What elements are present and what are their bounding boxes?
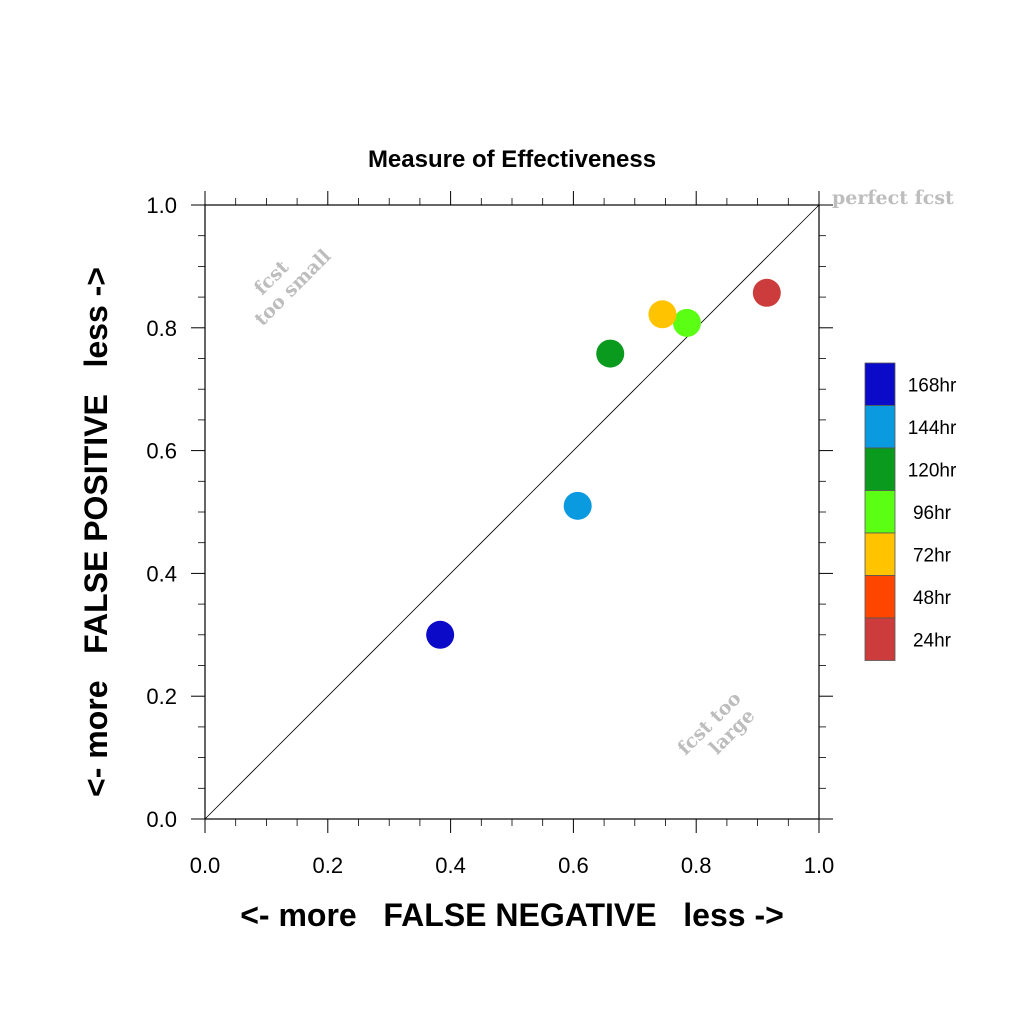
x-tick-label: 0.8 (681, 853, 712, 878)
legend-label-144hr: 144hr (908, 418, 957, 439)
y-tick-label: 0.2 (146, 684, 177, 709)
axis-ticks (191, 191, 833, 833)
legend-swatch-24hr (864, 617, 896, 661)
y-tick-label: 0.4 (146, 561, 177, 586)
y-axis-label: <- more FALSE POSITIVE less -> (78, 267, 114, 797)
y-tick-label: 0.6 (146, 439, 177, 464)
legend-label-24hr: 24hr (913, 630, 952, 651)
y-tick-label: 1.0 (146, 193, 177, 218)
data-point-120hr (596, 339, 625, 368)
y-tick-label: 0.0 (146, 807, 177, 832)
axis-tick-labels: 0.0 0.0 0.2 0.2 0.4 0.4 0.6 0.6 0.8 0.8 1.0 1.0 (146, 193, 834, 878)
data-point-96hr (672, 308, 701, 337)
x-tick-label: 0.2 (313, 853, 344, 878)
x-tick-label: 0.4 (435, 853, 466, 878)
y-tick-label: 0.8 (146, 316, 177, 341)
data-points (426, 278, 781, 649)
perfect-forecast-line (204, 204, 820, 820)
legend-swatch-96hr (864, 490, 896, 534)
legend-swatch-72hr (864, 532, 896, 576)
legend-swatch-168hr (864, 362, 896, 406)
legend-label-48hr: 48hr (913, 588, 952, 609)
data-point-24hr (752, 278, 781, 307)
legend-label-168hr: 168hr (908, 375, 957, 396)
x-tick-label: 0.6 (558, 853, 589, 878)
x-tick-label: 1.0 (804, 853, 835, 878)
data-point-168hr (426, 620, 455, 649)
annotation-too-large: fcst too large (673, 687, 759, 759)
legend-swatch-48hr (864, 575, 896, 619)
legend-swatch-144hr (864, 405, 896, 449)
legend: 168hr 144hr 120hr 96hr 72hr 48hr 24hr (864, 362, 957, 661)
x-axis-label: <- more FALSE NEGATIVE less -> (240, 897, 784, 933)
annotation-perfect-forecast: perfect fcst (832, 187, 954, 209)
chart-title: Measure of Effectiveness (368, 146, 656, 173)
data-point-144hr (563, 491, 592, 520)
legend-swatch-120hr (864, 447, 896, 491)
data-point-72hr (648, 300, 677, 329)
legend-label-96hr: 96hr (913, 503, 952, 524)
legend-label-72hr: 72hr (913, 545, 952, 566)
legend-label-120hr: 120hr (908, 460, 957, 481)
annotation-too-small: fcst too small (250, 245, 335, 330)
x-tick-label: 0.0 (190, 853, 221, 878)
